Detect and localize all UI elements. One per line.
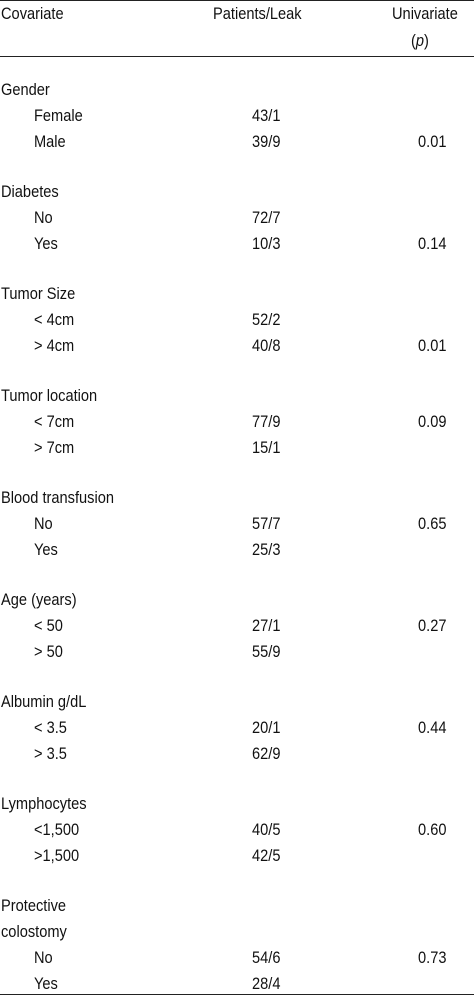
group-title: Diabetes xyxy=(1,182,59,201)
group-title: Blood transfusion xyxy=(1,488,114,507)
row-label: < 4cm xyxy=(34,310,75,329)
row-patients-leak: 10/3 xyxy=(252,234,281,253)
row-p-value: 0.65 xyxy=(418,514,447,533)
row-p-value: 0.01 xyxy=(418,132,447,151)
row-patients-leak: 27/1 xyxy=(252,616,281,635)
group-title: Tumor location xyxy=(1,386,98,405)
row-patients-leak: 52/2 xyxy=(252,310,281,329)
header-covariate: Covariate xyxy=(1,4,64,23)
group-title: Lymphocytes xyxy=(1,794,87,813)
row-label: < 7cm xyxy=(34,412,75,431)
row-p-value: 0.27 xyxy=(418,616,447,635)
row-patients-leak: 54/6 xyxy=(252,948,281,967)
row-p-value: 0.73 xyxy=(418,948,447,967)
row-label: > 3.5 xyxy=(34,744,67,763)
row-patients-leak: 40/5 xyxy=(252,820,281,839)
row-label: Yes xyxy=(34,540,58,559)
row-patients-leak: 40/8 xyxy=(252,336,281,355)
header-patients-leak: Patients/Leak xyxy=(213,4,302,23)
row-label: < 3.5 xyxy=(34,718,67,737)
row-label: No xyxy=(34,208,53,227)
group-title: Tumor Size xyxy=(1,284,76,303)
header-p-letter: p xyxy=(415,31,425,50)
row-label: Yes xyxy=(34,974,58,993)
row-p-value: 0.60 xyxy=(418,820,447,839)
row-label: < 50 xyxy=(34,616,63,635)
row-patients-leak: 57/7 xyxy=(252,514,281,533)
row-label: >1,500 xyxy=(34,846,80,865)
row-patients-leak: 25/3 xyxy=(252,540,281,559)
row-patients-leak: 43/1 xyxy=(252,106,281,125)
row-label: Female xyxy=(34,106,83,125)
row-label: > 50 xyxy=(34,642,63,661)
row-patients-leak: 39/9 xyxy=(252,132,281,151)
group-title: colostomy xyxy=(1,922,67,941)
header-rule xyxy=(0,56,474,57)
table-top-rule xyxy=(0,0,474,1)
row-label: > 4cm xyxy=(34,336,75,355)
header-p-value: (p) xyxy=(411,31,429,51)
row-patients-leak: 62/9 xyxy=(252,744,281,763)
row-label: Male xyxy=(34,132,66,151)
row-p-value: 0.09 xyxy=(418,412,447,431)
group-title: Gender xyxy=(1,80,50,99)
header-p-close: ) xyxy=(424,31,429,50)
row-patients-leak: 72/7 xyxy=(252,208,281,227)
row-patients-leak: 55/9 xyxy=(252,642,281,661)
row-patients-leak: 42/5 xyxy=(252,846,281,865)
row-p-value: 0.44 xyxy=(418,718,447,737)
row-p-value: 0.01 xyxy=(418,336,447,355)
header-univariate: Univariate xyxy=(392,4,458,23)
row-patients-leak: 15/1 xyxy=(252,438,281,457)
row-label: Yes xyxy=(34,234,58,253)
row-patients-leak: 28/4 xyxy=(252,974,281,993)
group-title: Protective xyxy=(1,896,67,915)
row-p-value: 0.14 xyxy=(418,234,447,253)
row-patients-leak: 77/9 xyxy=(252,412,281,431)
row-label: No xyxy=(34,948,53,967)
table-bottom-rule xyxy=(0,994,474,995)
group-title: Age (years) xyxy=(1,590,77,609)
row-patients-leak: 20/1 xyxy=(252,718,281,737)
row-label: <1,500 xyxy=(34,820,80,839)
row-label: > 7cm xyxy=(34,438,75,457)
row-label: No xyxy=(34,514,53,533)
header-p-open: ( xyxy=(411,31,416,50)
group-title: Albumin g/dL xyxy=(1,692,87,711)
